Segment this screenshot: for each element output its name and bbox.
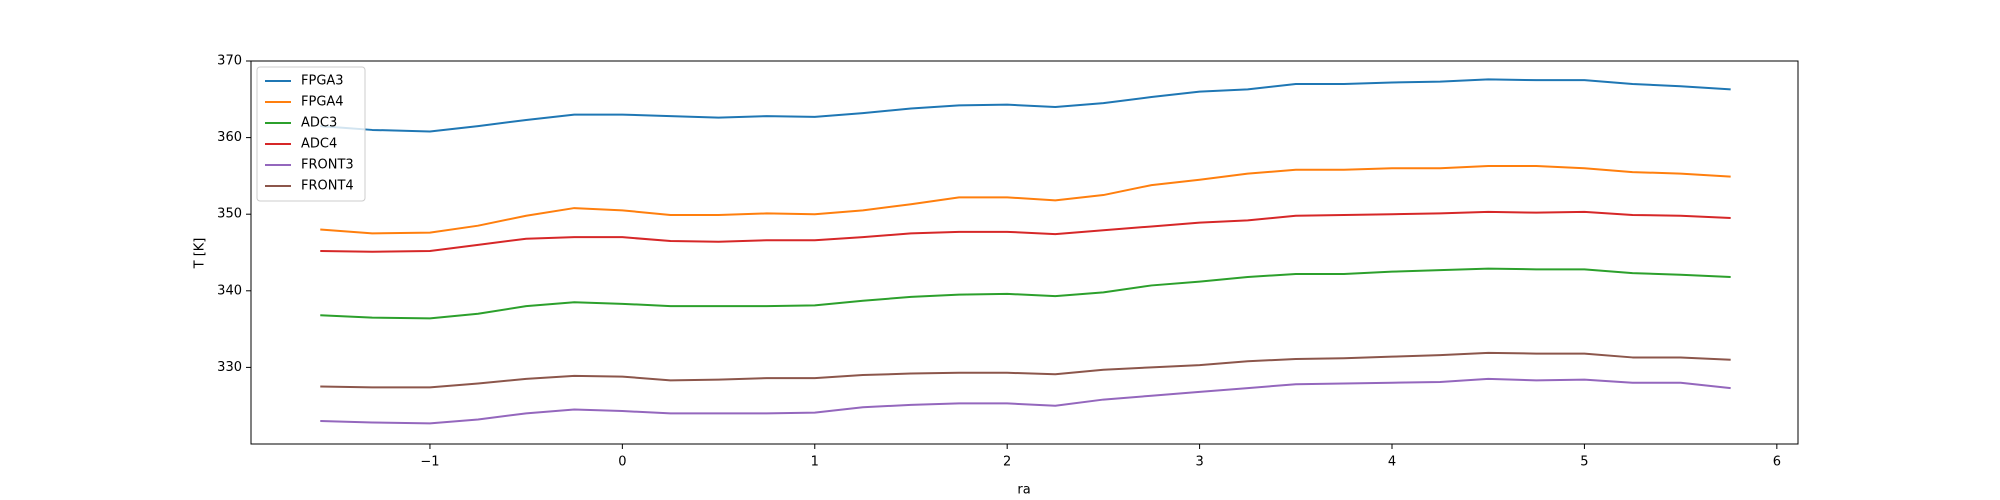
x-tick-label: 0 (618, 455, 626, 470)
series-line (320, 351, 1731, 389)
y-tick-label: 340 (217, 283, 242, 298)
x-axis-label: ra (1017, 483, 1030, 498)
legend-box (256, 66, 366, 202)
legend-label: ADC4 (301, 137, 337, 152)
series-line (320, 267, 1731, 320)
y-tick-label: 350 (217, 207, 242, 222)
y-tick-label: 330 (217, 360, 242, 375)
x-tick-label: −1 (420, 455, 439, 470)
series-line (320, 210, 1731, 253)
x-tick-label: 1 (811, 455, 819, 470)
legend-label: FPGA3 (301, 74, 344, 89)
y-tick-label: 370 (217, 54, 242, 69)
x-tick-label: 6 (1773, 455, 1781, 470)
series-line (320, 78, 1731, 133)
legend-label: FRONT4 (301, 179, 354, 194)
legend-label: ADC3 (301, 116, 337, 131)
x-tick-label: 5 (1580, 455, 1588, 470)
y-tick-label: 360 (217, 130, 242, 145)
series-line (320, 377, 1731, 425)
y-axis-label: T [K] (193, 238, 208, 270)
x-tick-label: 4 (1388, 455, 1396, 470)
legend-label: FRONT3 (301, 158, 354, 173)
series-line (320, 164, 1731, 235)
legend: FPGA3 FPGA4 ADC3 ADC4 FRONT3 FRONT4 (256, 66, 366, 202)
legend-label: FPGA4 (301, 95, 344, 110)
plot-frame (250, 60, 1799, 445)
x-tick-label: 3 (1195, 455, 1203, 470)
x-tick-label: 2 (1003, 455, 1011, 470)
